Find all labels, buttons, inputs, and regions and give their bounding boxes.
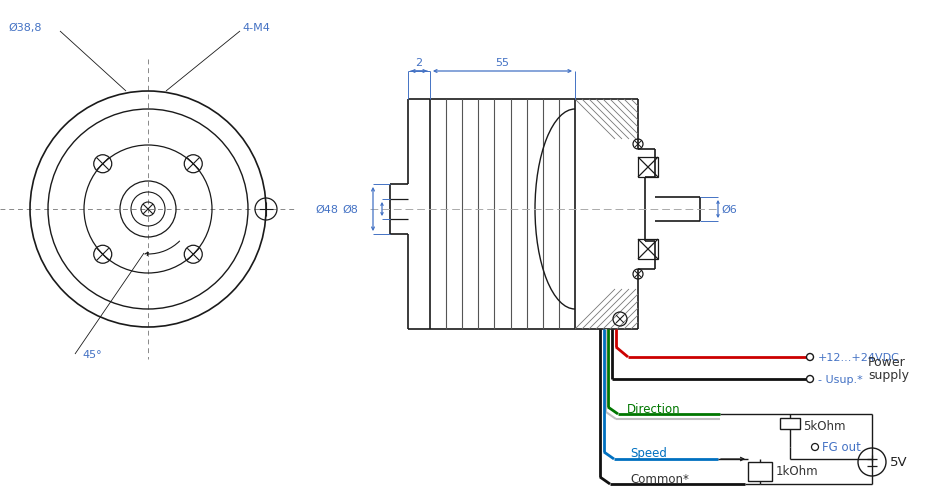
Text: Power: Power <box>868 355 906 368</box>
Text: supply: supply <box>868 369 909 382</box>
Text: FG out: FG out <box>822 440 861 453</box>
Bar <box>748 462 772 481</box>
Text: Ø38,8: Ø38,8 <box>8 23 41 33</box>
Bar <box>638 158 658 178</box>
Text: Ø48: Ø48 <box>315 204 338 214</box>
Text: +12...+24VDC: +12...+24VDC <box>818 352 900 362</box>
Text: 5kOhm: 5kOhm <box>803 420 845 433</box>
Text: Direction: Direction <box>627 403 681 416</box>
Text: Ø8: Ø8 <box>342 204 358 214</box>
Text: Ø6: Ø6 <box>721 204 736 214</box>
Circle shape <box>811 443 819 450</box>
Text: 2: 2 <box>416 58 422 68</box>
Text: 45°: 45° <box>82 349 101 359</box>
Text: 1kOhm: 1kOhm <box>776 464 819 477</box>
Text: - Usup.*: - Usup.* <box>818 374 863 384</box>
Text: 5V: 5V <box>890 455 908 468</box>
Bar <box>638 239 658 260</box>
Text: 4-M4: 4-M4 <box>242 23 270 33</box>
Text: 55: 55 <box>495 58 509 68</box>
Text: Common*: Common* <box>630 472 688 485</box>
Circle shape <box>807 354 813 361</box>
Circle shape <box>807 376 813 383</box>
Bar <box>780 418 800 429</box>
Text: Speed: Speed <box>630 446 667 459</box>
